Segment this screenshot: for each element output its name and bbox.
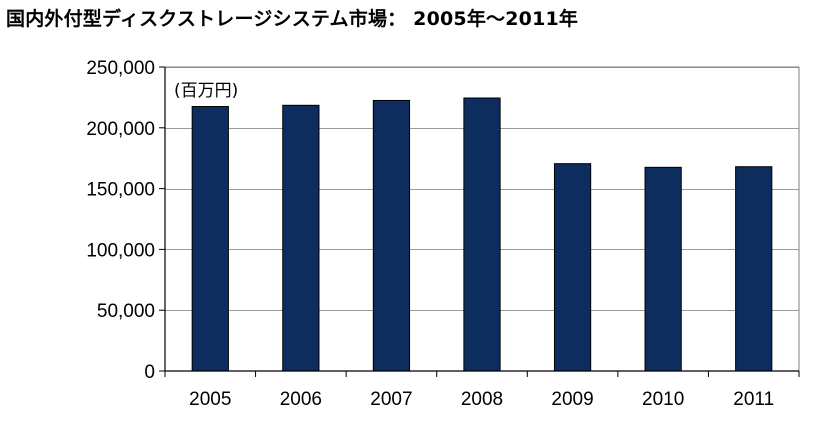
y-tick-label: 150,000 [86, 180, 155, 201]
bar-2008 [463, 97, 501, 372]
x-tick-label: 2005 [189, 389, 231, 410]
y-tick-label: 200,000 [86, 119, 155, 140]
bar-2011 [735, 166, 773, 372]
bars [191, 97, 773, 372]
x-tick-label: 2011 [733, 389, 774, 410]
x-tick-label: 2008 [461, 389, 503, 410]
y-tick-label: 250,000 [86, 58, 155, 79]
x-tick-label: 2006 [280, 389, 322, 410]
y-tick-label: 50,000 [97, 301, 155, 322]
x-tick-label: 2007 [370, 389, 412, 410]
bar-2009 [553, 163, 592, 372]
y-tick-label: 0 [144, 362, 155, 383]
bar-2010 [644, 166, 682, 372]
bar-2006 [282, 104, 320, 372]
y-tick-label: 100,000 [86, 240, 155, 261]
bar-2007 [372, 99, 411, 372]
bar-2005 [191, 106, 229, 372]
x-tick-labels: 2005 2006 2007 2008 2009 2010 2011 [189, 389, 774, 410]
chart-title: 国内外付型ディスクストレージシステム市場： 2005年～2011年 [6, 8, 579, 30]
axes [159, 66, 800, 377]
y-tick-labels: 0 50,000 100,000 150,000 200,000 250,000 [86, 58, 155, 383]
x-tick-label: 2010 [642, 389, 684, 410]
unit-label: (百万円) [174, 81, 238, 101]
x-tick-label: 2009 [551, 389, 593, 410]
